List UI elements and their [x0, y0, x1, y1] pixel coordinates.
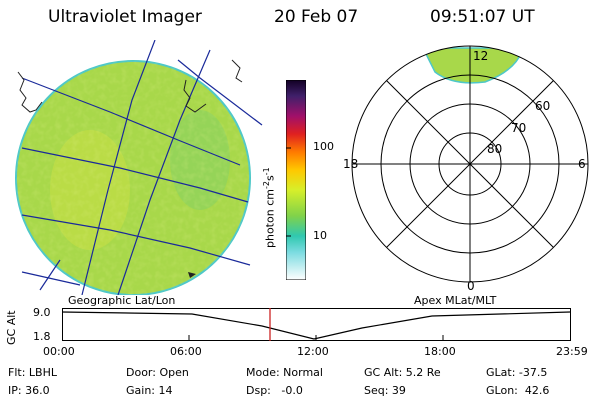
door-status: Door: Open	[126, 366, 189, 379]
gain-status: Gain: 14	[126, 384, 173, 397]
seq-status: Seq: 39	[364, 384, 406, 397]
mlt-label-12: 12	[473, 49, 488, 63]
colorbar-tick-100: 100	[313, 140, 334, 153]
time-tick-1200: 12:00	[297, 345, 329, 358]
coastline	[17, 59, 243, 113]
gc-alt-status: GC Alt: 5.2 Re	[364, 366, 441, 379]
lat-lon-grid	[21, 40, 263, 295]
polar-mlat-mlt-plot: 12 18 6 0 60 70 80	[343, 45, 589, 293]
mlt-label-0: 0	[467, 279, 475, 293]
colorbar-unit-label: photon cm-2s-1	[262, 167, 277, 248]
mlat-label-70: 70	[511, 121, 526, 135]
time-label: 09:51:07 UT	[430, 7, 535, 27]
glon-status: GLon: 42.6	[486, 384, 550, 397]
ip-status: IP: 36.0	[8, 384, 50, 397]
altitude-time-plot	[62, 308, 571, 341]
time-tick-2359: 23:59	[556, 345, 588, 358]
glat-status: GLat: -37.5	[486, 366, 548, 379]
altitude-axis-label: GC Alt	[5, 310, 18, 345]
mlt-label-18: 18	[343, 157, 358, 171]
colorbar-tick-10: 10	[313, 229, 327, 242]
geographic-image	[15, 40, 263, 295]
mlat-label-60: 60	[535, 99, 550, 113]
altitude-curve	[62, 311, 571, 340]
filter-status: Flt: LBHL	[8, 366, 57, 379]
mlt-label-6: 6	[578, 157, 586, 171]
geographic-label: Geographic Lat/Lon	[68, 294, 176, 307]
time-tick-0600: 06:00	[170, 345, 202, 358]
altitude-tick-top: 9.0	[33, 306, 51, 319]
time-tick-1800: 18:00	[424, 345, 456, 358]
apex-label: Apex MLat/MLT	[414, 294, 497, 307]
date-label: 20 Feb 07	[274, 7, 359, 27]
mlat-label-80: 80	[487, 142, 502, 156]
instrument-title: Ultraviolet Imager	[48, 7, 202, 27]
color-scale-bar	[286, 80, 306, 280]
altitude-tick-bottom: 1.8	[33, 330, 51, 343]
mode-status: Mode: Normal	[246, 366, 323, 379]
time-tick-0000: 00:00	[43, 345, 75, 358]
dsp-status: Dsp: -0.0	[246, 384, 303, 397]
